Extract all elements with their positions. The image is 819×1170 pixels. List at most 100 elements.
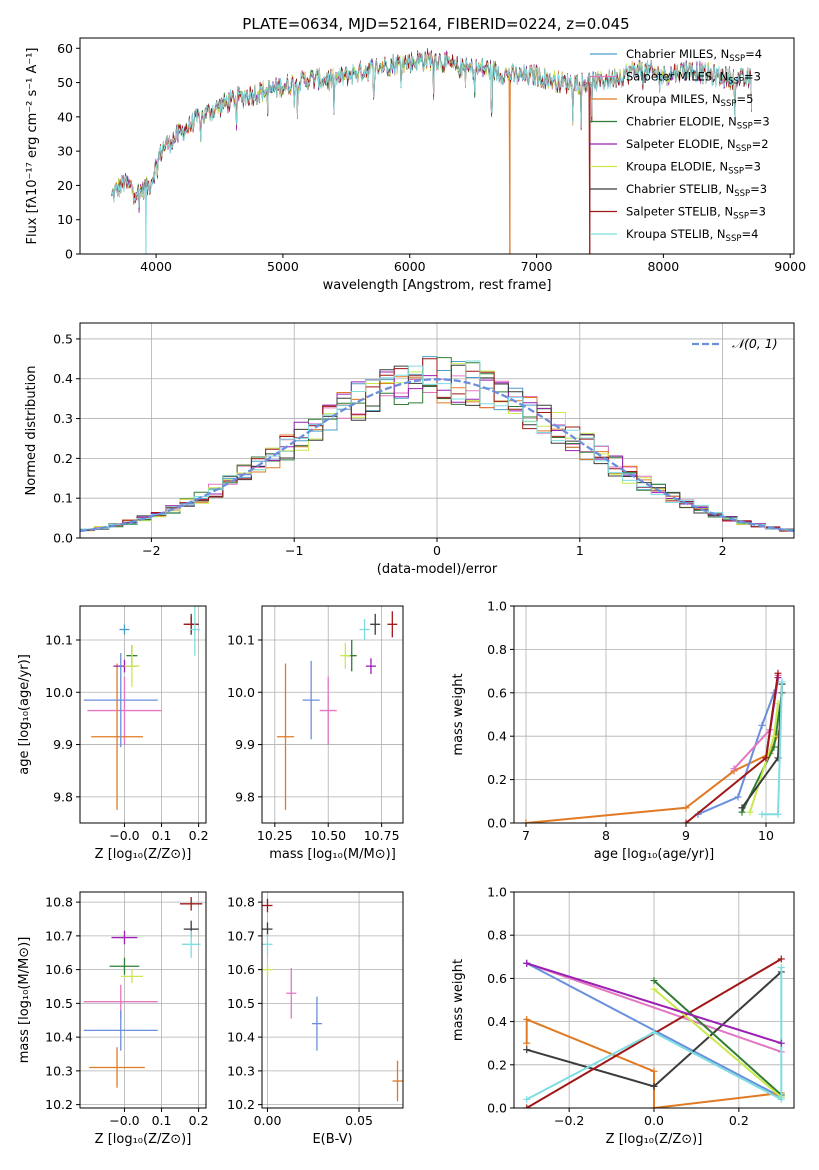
- x-tick-label: 6000: [394, 259, 426, 274]
- weight-marker-krou_miles: [650, 1067, 658, 1075]
- y-tick-label: 9.9: [53, 737, 73, 752]
- y-tick-label: 0.2: [487, 772, 507, 787]
- legend-label-krou_elodie: Kroupa ELODIE, NSSP=3: [626, 160, 761, 177]
- y-tick-label: 0.0: [487, 816, 507, 831]
- y-tick-label: 0.8: [487, 642, 507, 657]
- y-axis-label: mass weight: [451, 959, 466, 1041]
- weight-marker-salp_stelib: [762, 754, 770, 762]
- y-tick-label: 10.1: [227, 632, 255, 647]
- legend-label-salp_miles: Salpeter MILES, NSSP=3: [626, 70, 761, 87]
- data-point-normal: [83, 653, 158, 748]
- y-tick-label: 10.2: [227, 1097, 255, 1112]
- data-point-krou_elodie: [340, 642, 351, 669]
- weight-marker-krou_miles: [682, 804, 690, 812]
- x-tick-label: −1: [285, 543, 303, 558]
- x-tick-label: 0.2: [729, 1113, 749, 1128]
- y-tick-label: 40: [57, 109, 73, 124]
- weight-line-chab_stelib: [741, 684, 783, 809]
- weight-marker-krou_stelib: [778, 678, 786, 686]
- normal-reference-curve: [80, 378, 794, 533]
- data-point-salp_stelib: [180, 897, 203, 911]
- weight-marker-krou_stelib: [777, 964, 785, 972]
- y-tick-label: 10.7: [227, 928, 255, 943]
- chart-mass_vs_ebv: 0.00 0.05 10.2 10.3 10.4 10.5 10.6 10.7 10.8 E(B-…: [227, 891, 404, 1147]
- x-axis-label: mass [log₁₀(M/M⊙)]: [269, 847, 396, 862]
- data-point-krou_miles: [89, 1047, 145, 1088]
- weight-marker-krou_elodie: [650, 985, 658, 993]
- chart-age_vs_mass: 10.25 10.50 10.75 9.8 9.9 10.0 10.1 mass [log₁₀…: [227, 605, 404, 862]
- y-tick-label: 0.0: [487, 1101, 507, 1116]
- x-axis-label: wavelength [Angstrom, rest frame]: [323, 278, 552, 293]
- x-axis-label: E(B-V): [312, 1132, 352, 1147]
- x-tick-label: −0.2: [554, 1113, 584, 1128]
- x-tick-label: 7000: [521, 259, 553, 274]
- spectrum-legend: Chabrier MILES, NSSP=4 Salpeter MILES, NS…: [590, 47, 770, 244]
- plot-area: [83, 897, 203, 1088]
- y-tick-label: 0.4: [487, 729, 507, 744]
- y-tick-label: 10.3: [45, 1063, 73, 1078]
- data-point-krou_miles: [276, 663, 295, 810]
- data-point-chab_miles: [119, 624, 130, 635]
- x-tick-label: 10.25: [257, 828, 293, 843]
- data-point-chab_stelib: [262, 922, 273, 936]
- weight-marker-krou_stelib: [774, 810, 782, 818]
- plots: 4000 5000 6000 7000 8000 90000102030405060wav…: [17, 37, 806, 1147]
- y-tick-label: 10.8: [227, 895, 255, 910]
- y-tick-label: 0.2: [487, 1057, 507, 1072]
- x-tick-label: 9: [682, 828, 690, 843]
- x-tick-label: 9000: [774, 259, 806, 274]
- weight-line-krou_stelib: [526, 967, 783, 1102]
- x-tick-label: 10: [758, 828, 774, 843]
- legend-label-krou_stelib: Kroupa STELIB, NSSP=4: [626, 227, 758, 244]
- y-tick-label: 20: [57, 178, 73, 193]
- x-tick-label: 8000: [647, 259, 679, 274]
- x-tick-label: 10.75: [364, 828, 400, 843]
- y-tick-label: 60: [57, 41, 73, 56]
- weight-marker-salp_stelib: [682, 819, 690, 823]
- weight-marker-salp_elodie: [777, 1039, 785, 1047]
- y-tick-label: 50: [57, 75, 73, 90]
- weight-marker-krou_stelib: [650, 1028, 658, 1036]
- data-point-krou_elodie: [262, 962, 273, 977]
- y-tick-label: 9.8: [235, 789, 255, 804]
- weight-line-salp_miles: [526, 962, 782, 1053]
- x-tick-label: 0.05: [345, 1113, 373, 1128]
- weight-marker-krou_miles: [522, 819, 530, 823]
- plot-area: [522, 669, 786, 823]
- y-tick-label: 0.2: [53, 451, 73, 466]
- y-tick-label: 10: [57, 212, 73, 227]
- chart-residuals: −2 −1 0 1 2 0.0 0.1 0.2 0.3 0.4 0.5 (data-model)/er…: [24, 322, 795, 577]
- y-tick-label: 0: [65, 247, 73, 262]
- data-point-krou_stelib: [181, 930, 201, 958]
- x-tick-label: 0.0: [644, 1113, 664, 1128]
- data-point-salp_miles: [87, 676, 162, 745]
- y-tick-label: 10.7: [45, 928, 73, 943]
- x-tick-label: −0.0: [109, 828, 139, 843]
- x-tick-label: 1: [576, 543, 584, 558]
- data-point-normal: [83, 1010, 158, 1051]
- y-tick-label: 10.5: [45, 996, 73, 1011]
- y-tick-label: 0.4: [487, 1014, 507, 1029]
- chart-spectrum: 4000 5000 6000 7000 8000 9000 0 10 20 30 40 50 60 wav…: [25, 37, 806, 293]
- plot-area: [276, 611, 398, 810]
- weight-marker-krou_miles: [523, 1015, 531, 1023]
- plot-area: [262, 898, 403, 1102]
- y-tick-label: 10.6: [45, 962, 73, 977]
- weight-marker-salp_miles: [730, 765, 738, 773]
- y-tick-label: 1.0: [487, 599, 507, 614]
- weight-marker-krou_miles: [650, 1104, 658, 1108]
- axes-frame: [79, 37, 795, 255]
- gridlines: [262, 606, 403, 823]
- data-point-chab_elodie: [109, 957, 140, 975]
- x-axis-label: (data-model)/error: [377, 562, 498, 577]
- weight-marker-krou_elodie: [770, 732, 778, 740]
- x-tick-label: 4000: [140, 259, 172, 274]
- y-tick-label: 10.1: [45, 632, 73, 647]
- legend-label-chab_stelib: Chabrier STELIB, NSSP=3: [626, 182, 767, 199]
- y-tick-label: 0.6: [487, 685, 507, 700]
- y-tick-label: 10.2: [45, 1097, 73, 1112]
- data-point-normal: [302, 660, 320, 740]
- data-point-salp_miles: [319, 676, 337, 745]
- gridlines: [262, 892, 403, 1108]
- plot-area: [523, 955, 785, 1108]
